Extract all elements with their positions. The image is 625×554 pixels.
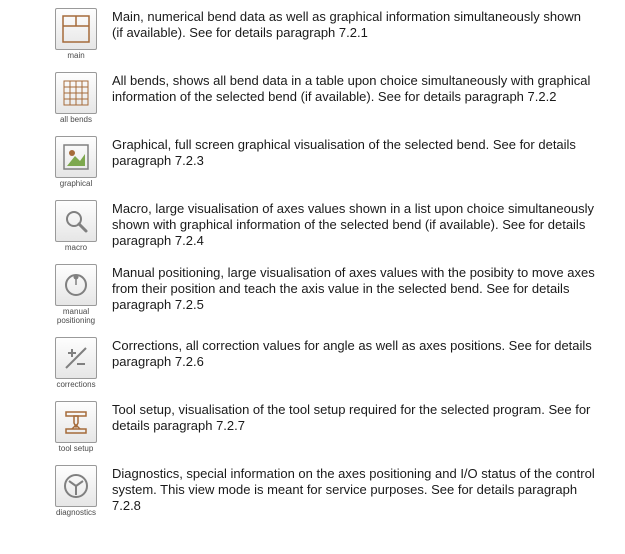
item-description: Diagnostics, special information on the …: [112, 465, 625, 514]
icon-label: manual positioning: [46, 307, 106, 325]
icon-column: corrections: [40, 337, 112, 389]
icon-column: graphical: [40, 136, 112, 188]
item-row-macro: macro Macro, large visualisation of axes …: [0, 200, 625, 252]
item-description: Macro, large visualisation of axes value…: [112, 200, 625, 249]
icon-label: all bends: [60, 115, 92, 124]
manual-icon[interactable]: [55, 264, 97, 306]
icon-label: tool setup: [59, 444, 94, 453]
icon-column: all bends: [40, 72, 112, 124]
main-icon[interactable]: [55, 8, 97, 50]
item-description: Corrections, all correction values for a…: [112, 337, 625, 370]
icon-label: graphical: [60, 179, 92, 188]
item-row-allbends: all bends All bends, shows all bend data …: [0, 72, 625, 124]
item-row-manual: manual positioning Manual positioning, la…: [0, 264, 625, 325]
toolsetup-icon[interactable]: [55, 401, 97, 443]
icon-column: manual positioning: [40, 264, 112, 325]
item-description: All bends, shows all bend data in a tabl…: [112, 72, 625, 105]
icon-column: macro: [40, 200, 112, 252]
icon-label: diagnostics: [56, 508, 96, 517]
icon-label: main: [67, 51, 84, 60]
icon-column: tool setup: [40, 401, 112, 453]
allbends-icon[interactable]: [55, 72, 97, 114]
icon-description-list: main Main, numerical bend data as well as…: [0, 8, 625, 517]
item-description: Manual positioning, large visualisation …: [112, 264, 625, 313]
macro-icon[interactable]: [55, 200, 97, 242]
icon-label: corrections: [56, 380, 95, 389]
item-row-diagnostics: diagnostics Diagnostics, special informat…: [0, 465, 625, 517]
graphical-icon[interactable]: [55, 136, 97, 178]
item-description: Tool setup, visualisation of the tool se…: [112, 401, 625, 434]
icon-column: main: [40, 8, 112, 60]
item-row-main: main Main, numerical bend data as well as…: [0, 8, 625, 60]
icon-column: diagnostics: [40, 465, 112, 517]
diagnostics-icon[interactable]: [55, 465, 97, 507]
item-description: Main, numerical bend data as well as gra…: [112, 8, 625, 41]
corrections-icon[interactable]: [55, 337, 97, 379]
item-row-corrections: corrections Corrections, all correction v…: [0, 337, 625, 389]
item-row-toolsetup: tool setup Tool setup, visualisation of t…: [0, 401, 625, 453]
item-description: Graphical, full screen graphical visuali…: [112, 136, 625, 169]
icon-label: macro: [65, 243, 87, 252]
item-row-graphical: graphical Graphical, full screen graphica…: [0, 136, 625, 188]
